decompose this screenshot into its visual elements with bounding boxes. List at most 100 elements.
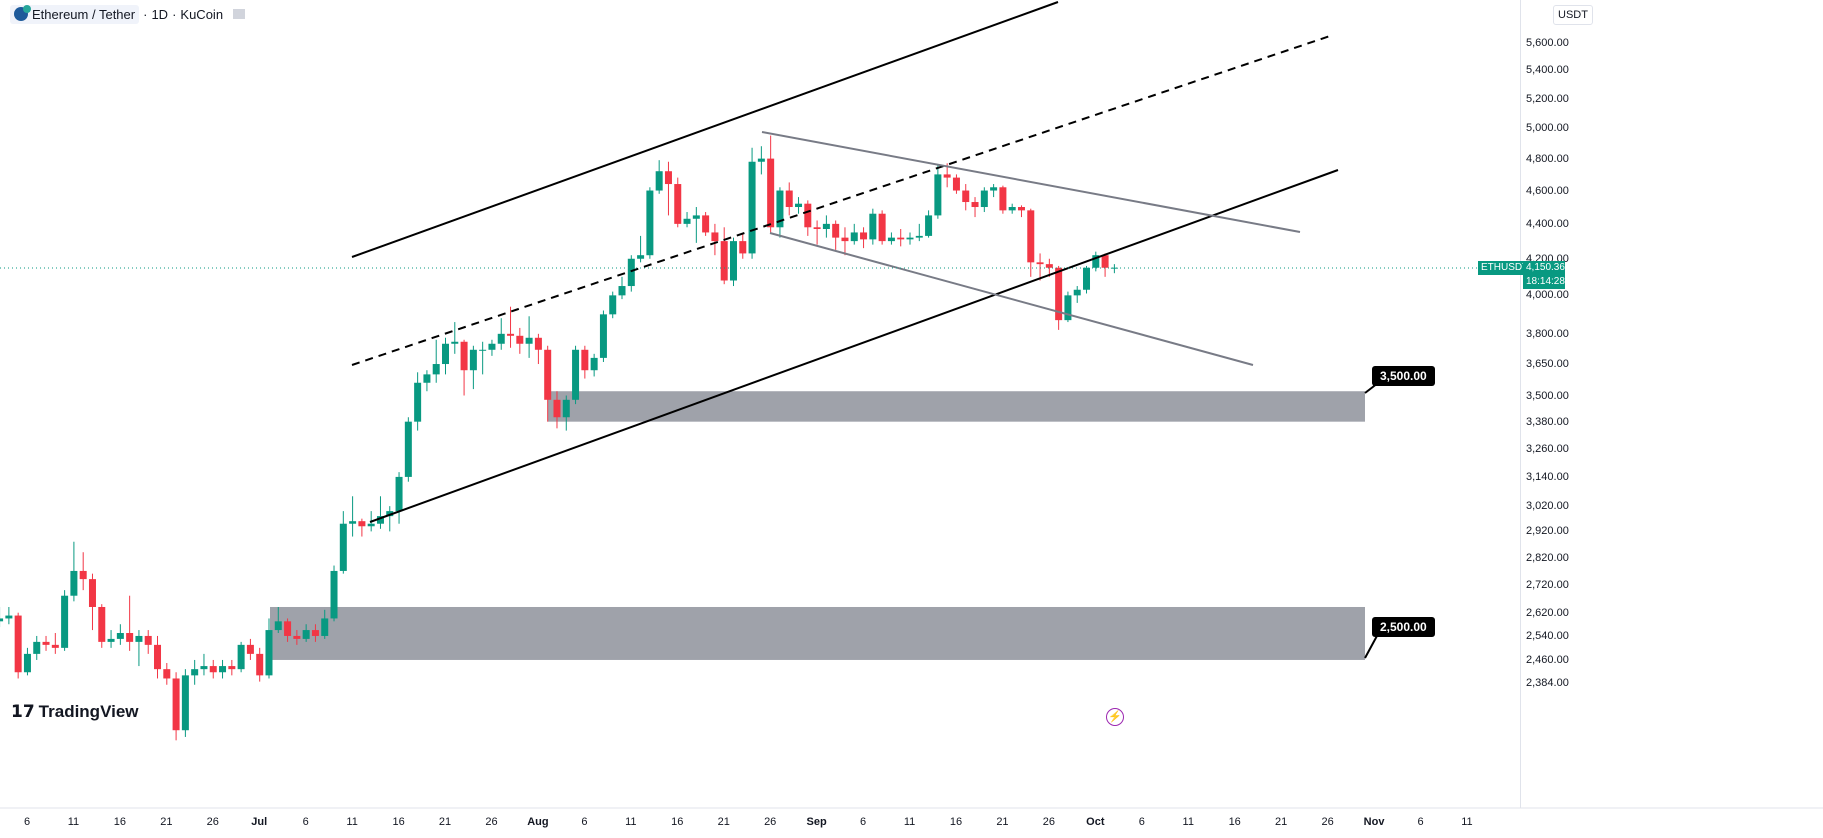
candle: [683, 212, 691, 228]
candle: [887, 232, 895, 245]
candle: [339, 511, 347, 574]
candle-body: [599, 314, 607, 358]
candle: [154, 635, 162, 679]
candle: [822, 215, 830, 238]
candle: [5, 606, 13, 625]
candle-body: [1101, 255, 1109, 268]
candle-body: [562, 399, 570, 418]
candle: [897, 229, 905, 247]
symbol-header[interactable]: Ethereum / Tether · 1D · KuCoin: [6, 4, 250, 24]
symbol-name[interactable]: Ethereum / Tether: [10, 4, 140, 24]
candle-body: [442, 343, 449, 365]
candle: [376, 496, 384, 529]
candle: [655, 160, 663, 194]
candle: [637, 235, 645, 263]
candle: [1101, 253, 1109, 277]
candle: [572, 345, 580, 405]
price-tick: 5,000.00: [1526, 121, 1569, 134]
candle: [163, 663, 171, 685]
candle-body: [1045, 264, 1053, 268]
candle: [246, 638, 254, 660]
candle: [209, 659, 217, 679]
candle: [739, 234, 747, 259]
candle-body: [627, 258, 635, 287]
candle: [219, 659, 227, 679]
candle-body: [209, 666, 217, 673]
candle: [321, 609, 329, 639]
price-tick: 2,920.00: [1526, 525, 1569, 538]
candle-body: [0, 618, 4, 622]
candle-body: [915, 235, 923, 238]
candle-body: [999, 187, 1007, 211]
candle-body: [832, 223, 840, 238]
candle: [795, 197, 803, 214]
candle-body: [88, 579, 96, 607]
candle-body: [330, 570, 338, 619]
currency-button[interactable]: USDT: [1553, 5, 1593, 25]
candle: [776, 187, 784, 238]
candle: [999, 185, 1007, 214]
candle-body: [33, 641, 41, 654]
candle-body: [423, 374, 431, 383]
candle-body: [395, 476, 403, 512]
candle: [534, 333, 542, 365]
candle: [850, 223, 858, 245]
time-tick: 26: [1321, 816, 1334, 828]
candle: [302, 624, 310, 642]
candle-body: [1055, 267, 1063, 321]
candle-body: [980, 190, 988, 208]
candle-body: [971, 202, 979, 208]
candle: [460, 339, 468, 396]
candle-body: [925, 215, 933, 236]
candle: [330, 565, 338, 622]
level-label-2500[interactable]: 2,500.00: [1372, 617, 1435, 637]
candle: [674, 177, 682, 228]
candle-body: [451, 341, 459, 344]
candle: [785, 182, 793, 216]
candle: [386, 506, 394, 532]
candle-body: [339, 523, 347, 571]
candle: [181, 669, 189, 737]
candle-body: [943, 174, 951, 178]
candle: [1110, 264, 1118, 274]
separator: ·: [143, 6, 148, 22]
candle: [804, 200, 812, 236]
candle-body: [534, 337, 542, 350]
price-axis-divider: [1520, 0, 1521, 808]
candle: [990, 184, 998, 198]
time-tick: 6: [23, 816, 31, 828]
time-tick: 16: [113, 816, 127, 828]
interval-label[interactable]: 1D: [151, 6, 169, 22]
candle-body: [154, 644, 162, 670]
time-tick: 11: [346, 816, 358, 828]
candle-body: [841, 237, 849, 242]
price-tick: 5,600.00: [1526, 37, 1569, 49]
candle: [70, 541, 78, 602]
candle: [1055, 265, 1063, 330]
candle-body: [321, 618, 329, 636]
tradingview-logo[interactable]: 𝟭𝟳 TradingView: [11, 702, 139, 722]
candle-body: [302, 630, 310, 639]
candle-body: [1110, 267, 1118, 269]
wedge-upper-line: [761, 131, 1301, 233]
lightning-icon[interactable]: ⚡: [1106, 708, 1124, 726]
price-tick: 2,820.00: [1526, 551, 1569, 564]
level-label-3500[interactable]: 3,500.00: [1372, 366, 1435, 386]
candle: [934, 164, 942, 219]
candle-body: [572, 349, 580, 400]
candle-body: [850, 232, 858, 242]
candle-body: [358, 521, 366, 527]
candle: [757, 146, 765, 175]
candle: [720, 227, 728, 285]
candle-body: [246, 644, 254, 654]
time-tick: 6: [1417, 816, 1424, 828]
candle: [962, 184, 970, 211]
candle: [1073, 286, 1081, 303]
candle-body: [488, 343, 496, 350]
time-tick: Sep: [806, 816, 827, 828]
time-tick: Oct: [1086, 816, 1105, 828]
candle-body: [497, 333, 505, 344]
candle: [200, 653, 208, 676]
candle-body: [5, 615, 13, 619]
